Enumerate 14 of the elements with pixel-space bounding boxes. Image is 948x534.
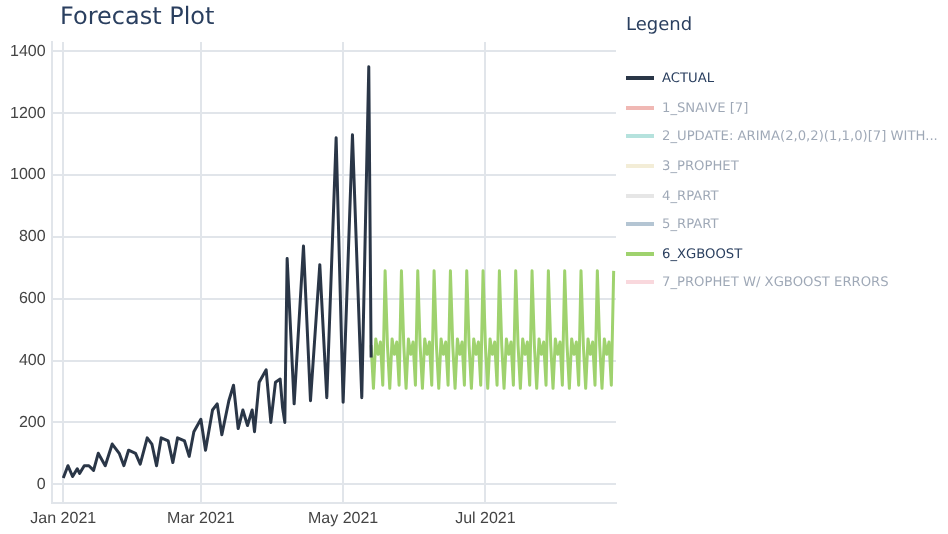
y-tick-label: 1400 xyxy=(10,41,47,60)
chart-title: Forecast Plot xyxy=(60,2,215,30)
y-tick-label: 200 xyxy=(18,412,47,431)
legend-title: Legend xyxy=(626,16,695,36)
y-tick-label: 400 xyxy=(18,350,47,369)
x-tick-label: May 2021 xyxy=(307,508,380,527)
y-tick-label: 1200 xyxy=(10,103,47,122)
y-tick-label: 0 xyxy=(36,474,47,493)
y-tick-label: 1000 xyxy=(10,165,47,184)
y-tick-label: 600 xyxy=(18,289,47,308)
x-tick-label: Jul 2021 xyxy=(455,508,517,527)
x-tick-label: Jan 2021 xyxy=(30,508,98,527)
x-tick-label: Mar 2021 xyxy=(167,508,236,527)
y-tick-label: 800 xyxy=(18,227,47,246)
